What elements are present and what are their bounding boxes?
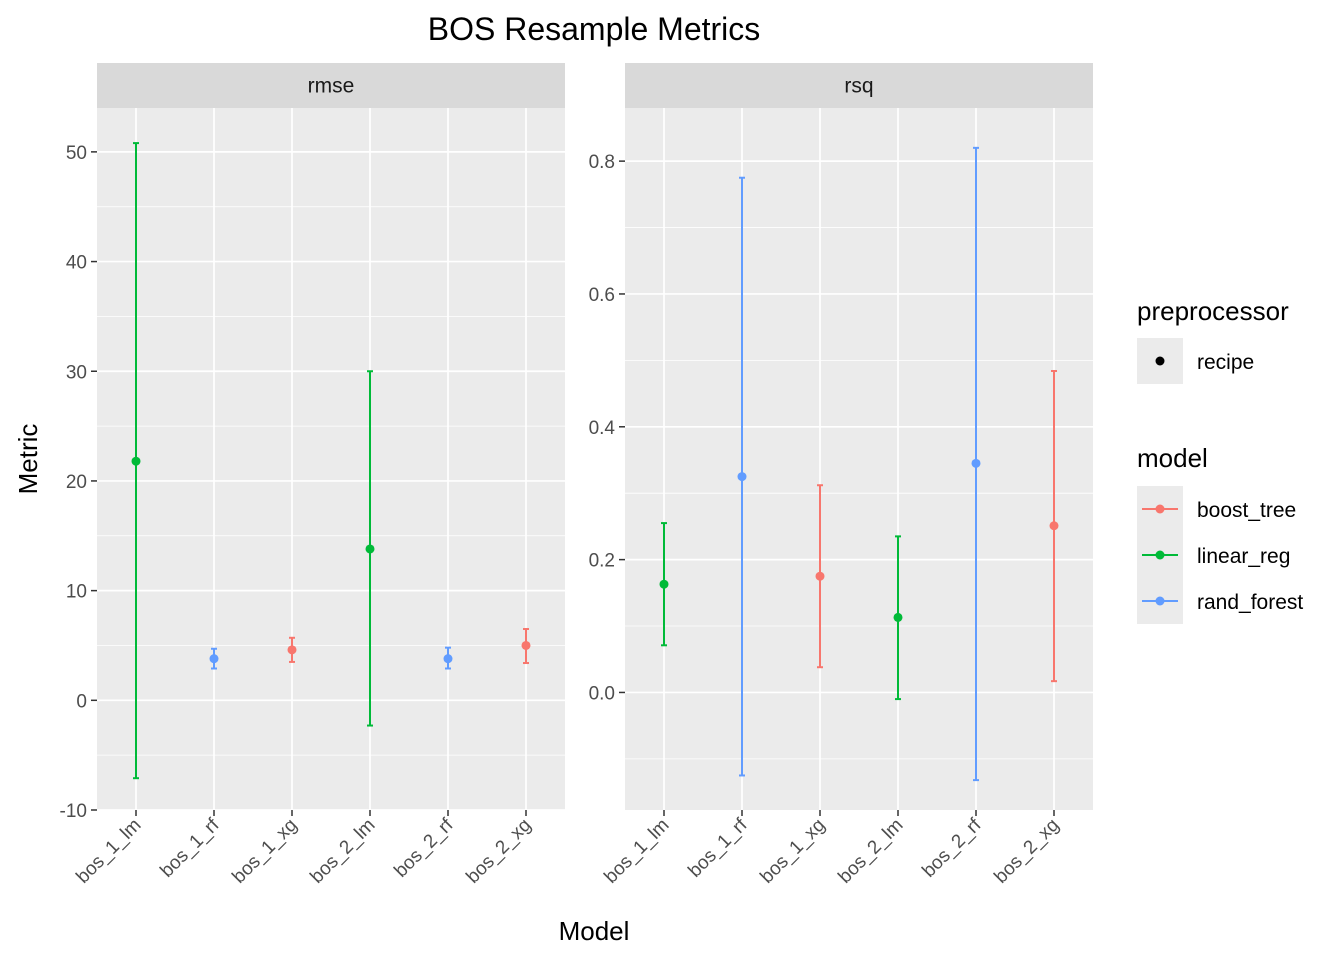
y-tick-label: 0	[76, 691, 87, 712]
x-tick-label: bos_1_xg	[756, 815, 829, 888]
errorbar	[737, 176, 747, 777]
legend-title: model	[1137, 443, 1208, 473]
mean-point	[737, 472, 747, 482]
mean-point	[443, 654, 453, 664]
legend-key-point	[1155, 550, 1165, 560]
errorbar	[971, 146, 981, 782]
y-tick-label: 0.2	[589, 551, 615, 572]
facet-strip-label: rsq	[844, 75, 873, 98]
mean-point	[209, 654, 219, 664]
errorbar	[1049, 370, 1059, 683]
legend-label: rand_forest	[1197, 591, 1303, 614]
errorbar	[659, 522, 669, 647]
legend-label: linear_reg	[1197, 545, 1290, 568]
mean-point	[815, 571, 825, 581]
x-tick-label: bos_2_lm	[834, 815, 907, 888]
mean-point	[521, 640, 531, 650]
legend-title: preprocessor	[1137, 296, 1289, 326]
mean-point	[1049, 521, 1059, 531]
mean-point	[365, 544, 375, 554]
errorbar	[287, 636, 297, 663]
y-tick-label: 20	[66, 472, 87, 493]
errorbar	[209, 647, 219, 670]
mean-point	[659, 579, 669, 589]
facet-strip	[97, 63, 565, 108]
legend-label: boost_tree	[1197, 499, 1296, 522]
facet-strip	[625, 63, 1093, 108]
y-tick-label: 0.4	[589, 418, 616, 439]
y-tick-label: 40	[66, 253, 87, 274]
x-tick-label: bos_1_lm	[600, 815, 673, 888]
x-tick-label: bos_2_lm	[306, 815, 379, 888]
legends: preprocessor recipe model boost_tree linear_…	[1137, 296, 1303, 624]
x-axis-title: Model	[559, 916, 630, 946]
x-tick-label: bos_1_xg	[228, 815, 301, 888]
errorbar	[521, 628, 531, 665]
y-tick-label: -10	[60, 801, 87, 822]
legend-label: recipe	[1197, 351, 1254, 374]
mean-point	[971, 458, 981, 468]
mean-point	[893, 612, 903, 622]
panel-background	[625, 108, 1093, 810]
facet-rmse: rmse -10 0 10 20 30 40 50 bos_1_lm bos_1_rf bos_1_…	[60, 63, 565, 888]
y-tick-label: 0.0	[589, 683, 615, 704]
x-tick-label: bos_1_rf	[156, 814, 224, 882]
mean-point	[131, 456, 141, 466]
facet-rsq: rsq 0.0 0.2 0.4 0.6 0.8 bos_1_lm bos_1_rf bos_1_…	[589, 63, 1093, 888]
x-tick-label: bos_2_rf	[390, 814, 458, 882]
chart-title: BOS Resample Metrics	[428, 11, 761, 47]
x-tick-label: bos_2_xg	[462, 815, 535, 888]
y-tick-label: 0.8	[589, 152, 615, 173]
facet-strip-label: rmse	[308, 75, 355, 98]
y-axis-title: Metric	[13, 424, 43, 495]
mean-point	[287, 645, 297, 655]
x-tick-label: bos_2_xg	[990, 815, 1063, 888]
y-tick-label: 10	[66, 582, 87, 603]
legend-model: model boost_tree linear_reg rand_forest	[1137, 443, 1303, 624]
legend-preprocessor: preprocessor recipe	[1137, 296, 1289, 384]
legend-key-point	[1155, 596, 1165, 606]
x-tick-label: bos_1_lm	[72, 815, 145, 888]
panel-background	[97, 108, 565, 810]
y-tick-label: 0.6	[589, 285, 615, 306]
y-tick-label: 30	[66, 362, 87, 383]
legend-key-point	[1155, 504, 1165, 514]
x-tick-label: bos_2_rf	[918, 814, 986, 882]
errorbar	[365, 370, 375, 727]
errorbar	[815, 484, 825, 669]
legend-key-point	[1155, 356, 1165, 366]
errorbar	[131, 142, 141, 780]
errorbar	[443, 646, 453, 670]
errorbar	[893, 535, 903, 701]
x-tick-label: bos_1_rf	[684, 814, 752, 882]
y-tick-label: 50	[66, 143, 87, 164]
